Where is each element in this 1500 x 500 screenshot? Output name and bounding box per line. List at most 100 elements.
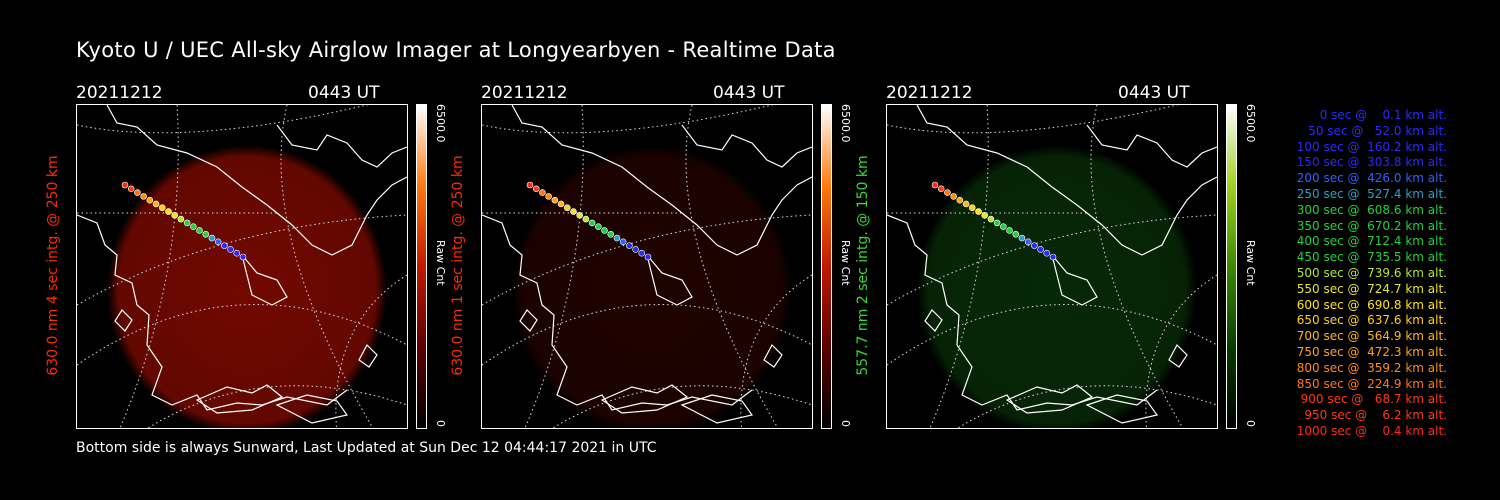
trajectory-point	[956, 196, 964, 204]
airglow-image	[76, 104, 408, 429]
trajectory-point	[993, 219, 1001, 227]
trajectory-point	[626, 242, 633, 249]
colorbar-max-label: 6500.0	[434, 104, 447, 143]
lat-lon-grid-line	[524, 105, 584, 428]
trajectory-point	[1018, 234, 1026, 242]
coastline	[482, 214, 753, 411]
legend-row: 1000 sec @ 0.4 km alt.	[1296, 423, 1447, 438]
trajectory-point	[158, 204, 166, 212]
airglow-disk	[107, 145, 387, 428]
trajectory-point	[613, 234, 621, 242]
legend-row: 100 sec @ 160.2 km alt.	[1296, 139, 1447, 154]
colorbar	[416, 104, 427, 429]
trajectory-point	[221, 242, 228, 249]
trajectory-point	[937, 185, 945, 193]
trajectory-point	[532, 185, 540, 193]
trajectory-point	[570, 208, 577, 215]
lat-lon-grid-line	[929, 105, 989, 428]
lat-lon-grid-line	[147, 385, 407, 428]
trajectory-point	[177, 215, 185, 223]
legend-row: 150 sec @ 303.8 km alt.	[1296, 155, 1447, 170]
trajectory-point	[644, 253, 652, 261]
coastline	[680, 394, 754, 424]
legend-row: 600 sec @ 690.8 km alt.	[1296, 297, 1447, 312]
coastline	[1005, 384, 1094, 414]
trajectory-point	[576, 212, 583, 219]
airglow-image	[481, 104, 813, 429]
trajectory-point	[551, 196, 559, 204]
trajectory-point	[632, 246, 639, 253]
panel-time: 0443 UT	[1118, 83, 1190, 103]
lat-lon-grid-line	[887, 105, 1179, 134]
trajectory-point	[944, 189, 951, 196]
page-title: Kyoto U / UEC All-sky Airglow Imager at …	[76, 38, 836, 62]
legend-row: 300 sec @ 608.6 km alt.	[1296, 202, 1447, 217]
legend-row: 350 sec @ 670.2 km alt.	[1296, 218, 1447, 233]
legend-row: 800 sec @ 359.2 km alt.	[1296, 360, 1447, 375]
colorbar-max-label: 6500.0	[839, 104, 852, 143]
coastline	[600, 384, 689, 414]
trajectory-point	[981, 212, 988, 219]
trajectory-point	[987, 215, 995, 223]
trajectory-point	[563, 204, 571, 212]
trajectory-point	[165, 208, 172, 215]
panel-630-4sec: 20211212 0443 UT 630.0 nm 4 sec intg. @ …	[45, 80, 476, 440]
colorbar-min-label: 0	[1244, 420, 1257, 427]
trajectory-point	[638, 249, 646, 257]
lat-lon-grid-line	[887, 304, 1217, 366]
colorbar-unit-label: Raw Cnt	[1244, 240, 1257, 286]
trajectory-point	[1024, 238, 1032, 246]
trajectory-point	[233, 249, 241, 257]
trajectory-point	[1000, 223, 1007, 230]
coastline	[358, 344, 378, 368]
legend-row: 750 sec @ 472.3 km alt.	[1296, 344, 1447, 359]
legend-row: 400 sec @ 712.4 km alt.	[1296, 234, 1447, 249]
trajectory-point	[1037, 246, 1044, 253]
airglow-image	[886, 104, 1218, 429]
trajectory-point	[607, 230, 615, 238]
legend-row: 550 sec @ 724.7 km alt.	[1296, 281, 1447, 296]
trajectory-point	[1049, 253, 1057, 261]
panel-time: 0443 UT	[308, 83, 380, 103]
trajectory-point	[975, 208, 982, 215]
legend-row: 50 sec @ 52.0 km alt.	[1308, 123, 1447, 138]
panel-time: 0443 UT	[713, 83, 785, 103]
trajectory-point	[239, 253, 247, 261]
coastline	[241, 254, 288, 306]
legend-row: 950 sec @ 6.2 km alt.	[1304, 408, 1447, 423]
trajectory-legend: 0 sec @ 0.1 km alt. 50 sec @ 52.0 km alt…	[1262, 108, 1447, 440]
lat-lon-grid-line	[77, 304, 407, 366]
legend-row: 900 sec @ 68.7 km alt.	[1300, 392, 1447, 407]
legend-row: 0 sec @ 0.1 km alt.	[1319, 108, 1447, 122]
trajectory-point	[601, 227, 608, 234]
trajectory-point	[545, 193, 552, 200]
trajectory-point	[196, 227, 203, 234]
trajectory-point	[1031, 242, 1038, 249]
legend-row: 500 sec @ 739.6 km alt.	[1296, 265, 1447, 280]
coastline	[519, 309, 538, 332]
footer-note: Bottom side is always Sunward, Last Upda…	[76, 440, 657, 456]
trajectory-point	[557, 200, 565, 208]
lat-lon-grid-line	[957, 385, 1217, 428]
colorbar-min-label: 0	[434, 420, 447, 427]
trajectory-point	[539, 189, 546, 196]
lat-lon-grid-line	[119, 105, 179, 428]
trajectory-point	[1043, 249, 1051, 257]
trajectory-point	[962, 200, 970, 208]
trajectory-point	[582, 215, 590, 223]
lat-lon-grid-line	[1090, 105, 1184, 428]
coastline	[681, 124, 812, 168]
trajectory-point	[619, 238, 627, 246]
trajectory-point	[931, 181, 939, 189]
coastline	[916, 105, 1217, 256]
trajectory-point	[227, 246, 234, 253]
legend-row: 250 sec @ 527.4 km alt.	[1296, 186, 1447, 201]
trajectory-point	[950, 193, 957, 200]
wavelength-label: 557.7 nm 2 sec intg. @ 150 km	[855, 155, 871, 376]
trajectory-point	[968, 204, 976, 212]
trajectory-point	[526, 181, 534, 189]
trajectory-point	[183, 219, 191, 227]
coastline	[1168, 344, 1188, 368]
lat-lon-grid-line	[77, 105, 369, 134]
coastline	[511, 105, 812, 256]
